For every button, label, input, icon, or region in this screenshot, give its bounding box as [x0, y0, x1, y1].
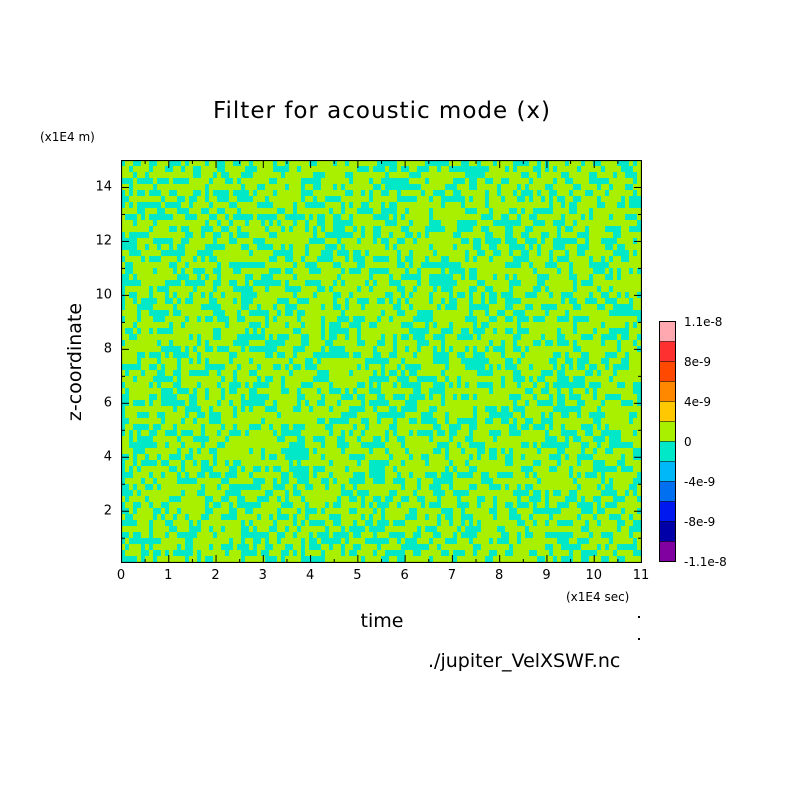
colorbar-label: 4e-9	[684, 395, 711, 409]
x-tick-label: 6	[400, 568, 409, 583]
colorbar-label: -1.1e-8	[684, 555, 727, 569]
x-tick-label: 1	[164, 568, 173, 583]
colorbar-label: 1.1e-8	[684, 315, 723, 329]
x-axis-unit: (x1E4 sec)	[566, 590, 630, 604]
y-tick-label: 12	[95, 233, 112, 249]
x-tick-label: 3	[258, 568, 267, 583]
colorbar-level	[659, 441, 676, 462]
y-tick-label: 8	[103, 341, 112, 357]
x-tick-label: 2	[211, 568, 220, 583]
x-tick-label: 10	[585, 568, 602, 583]
x-tick-label: 7	[447, 568, 457, 583]
x-axis-label: time	[360, 610, 404, 632]
heatmap-plot	[121, 160, 642, 563]
x-tick-label: 11	[632, 568, 650, 583]
x-tick-label: 9	[542, 568, 551, 583]
y-tick-label: 10	[95, 287, 112, 303]
colorbar	[659, 321, 676, 562]
colorbar-label: -8e-9	[684, 515, 716, 529]
colorbar-level	[659, 541, 676, 562]
x-tick-label: 0	[116, 568, 126, 583]
heatmap-positive-cells	[121, 160, 642, 563]
colorbar-label: -4e-9	[684, 475, 716, 489]
axis-ticks	[121, 160, 642, 563]
colorbar-level	[659, 421, 676, 442]
colorbar-label: 0	[684, 435, 692, 449]
marker-dot	[638, 616, 640, 618]
x-tick-label: 4	[305, 568, 315, 583]
chart-title: Filter for acoustic mode (x)	[212, 98, 552, 124]
y-tick-label: 4	[103, 449, 112, 465]
colorbar-level	[659, 461, 676, 482]
colorbar-level	[659, 401, 676, 422]
colorbar-level	[659, 481, 676, 502]
x-tick-label: 5	[353, 568, 362, 583]
heatmap-cells	[121, 160, 642, 563]
colorbar-label: 8e-9	[684, 355, 711, 369]
colorbar-level	[659, 341, 676, 362]
marker-dot	[638, 638, 640, 640]
y-tick-label: 14	[95, 179, 112, 195]
source-filename: ./jupiter_VelXSWF.nc	[428, 650, 621, 672]
colorbar-level	[659, 501, 676, 522]
y-axis-label: z-coordinate	[64, 302, 86, 422]
x-tick-label: 8	[495, 568, 504, 583]
colorbar-frame	[659, 321, 676, 562]
y-tick-label: 6	[103, 395, 112, 411]
colorbar-level	[659, 381, 676, 402]
y-axis-unit: (x1E4 m)	[40, 130, 95, 144]
y-tick-label: 2	[103, 503, 112, 519]
colorbar-level	[659, 521, 676, 542]
colorbar-level	[659, 361, 676, 382]
colorbar-level	[659, 321, 676, 342]
